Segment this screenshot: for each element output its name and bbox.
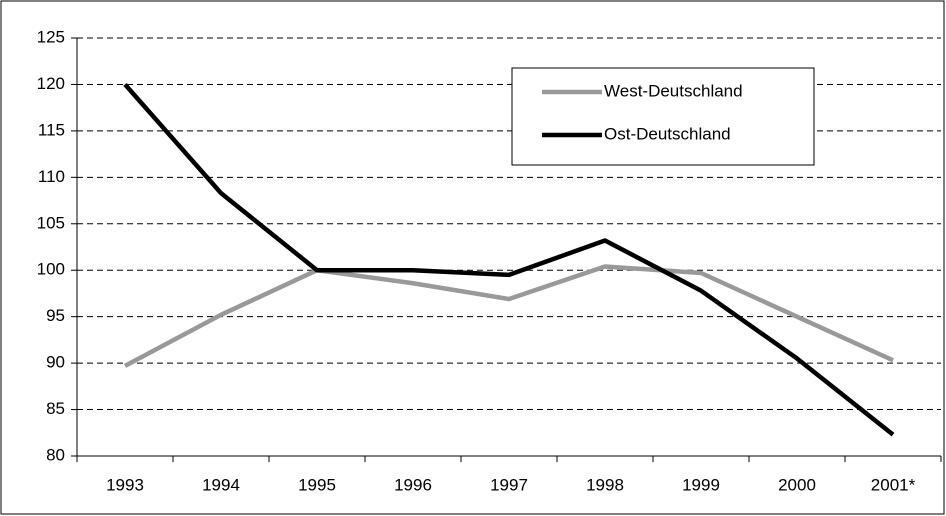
x-tick-label: 1993 (106, 475, 144, 494)
x-tick-label: 1999 (682, 475, 720, 494)
x-tick-label: 1996 (394, 475, 432, 494)
series-line (123, 264, 894, 368)
x-tick-label: 2000 (778, 475, 816, 494)
x-tick-label: 1998 (586, 475, 624, 494)
x-tick-label: 1997 (490, 475, 528, 494)
y-tick-label: 110 (38, 167, 65, 186)
y-tick-label: 95 (46, 306, 65, 325)
y-tick-label: 115 (38, 120, 65, 139)
y-tick-label: 90 (46, 353, 65, 372)
y-tick-label: 120 (37, 74, 65, 93)
y-tick-label: 85 (46, 399, 65, 418)
y-tick-label: 125 (37, 27, 65, 46)
y-tick-label: 100 (37, 260, 65, 279)
y-tick-label: 105 (37, 213, 65, 232)
x-tick-label: 1995 (298, 475, 336, 494)
legend-label: West-Deutschland (604, 81, 743, 100)
y-tick-label: 80 (46, 445, 65, 464)
x-tick-label: 1994 (202, 475, 240, 494)
legend-box (511, 67, 815, 166)
legend-label: Ost-Deutschland (604, 124, 731, 143)
x-tick-label: 2001* (871, 475, 916, 494)
series-line (123, 82, 895, 437)
